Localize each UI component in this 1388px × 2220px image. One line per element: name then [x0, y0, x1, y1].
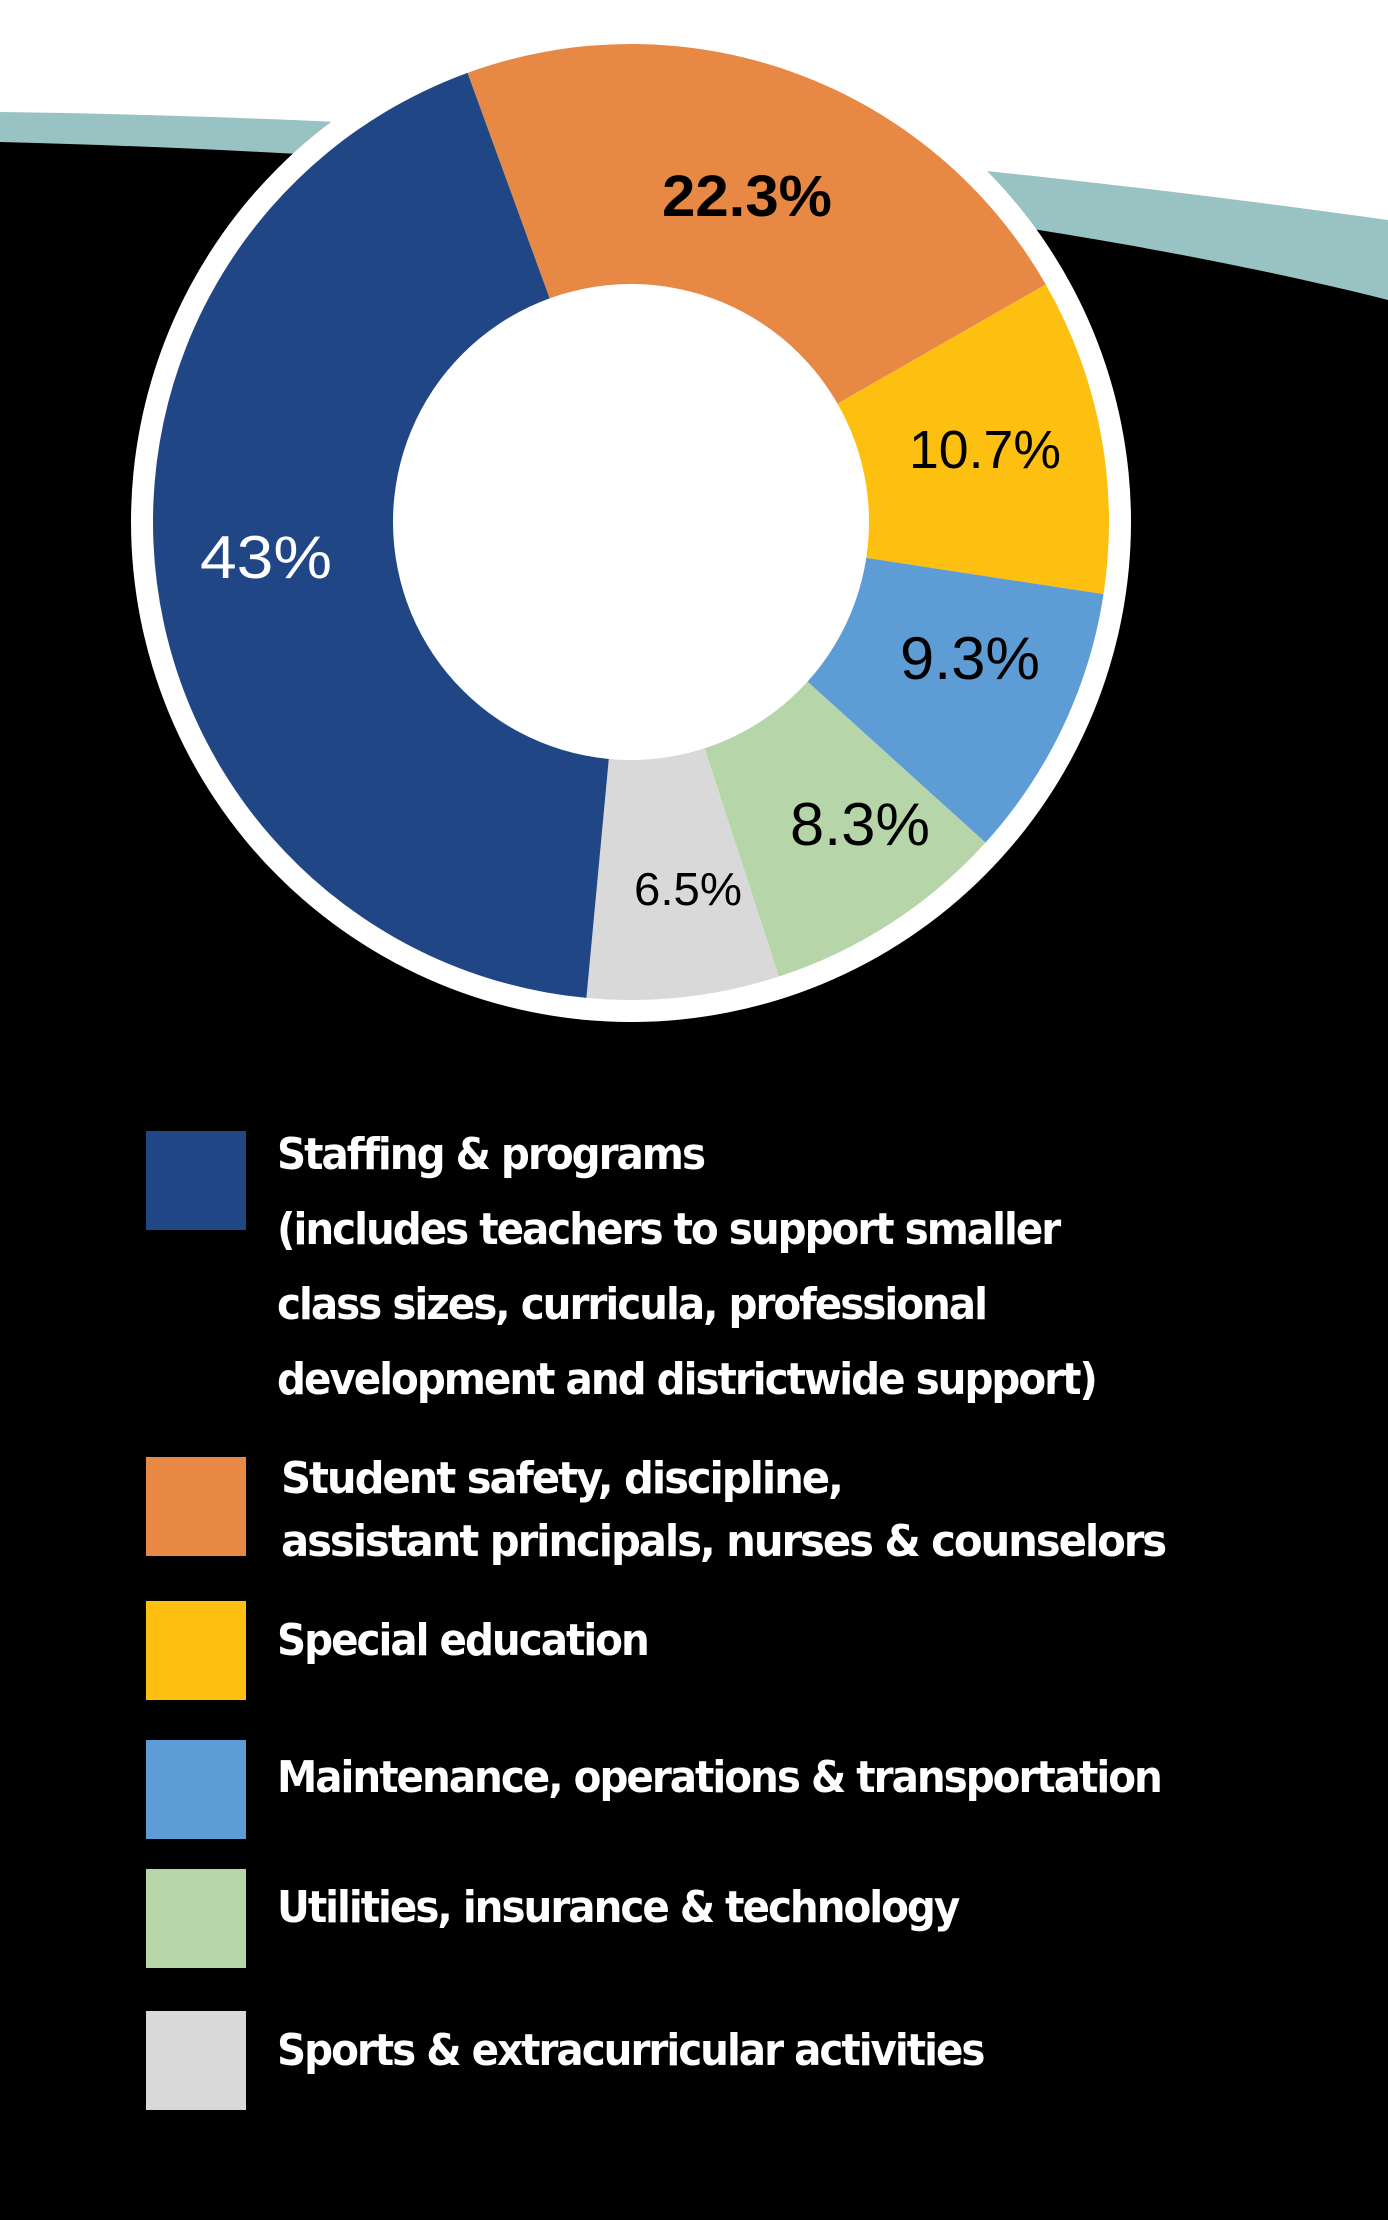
legend-label-maintenance: Maintenance, operations & transportation: [277, 1752, 1163, 1803]
slice-label-orange: 22.3%: [662, 164, 832, 229]
legend-swatch-special-education: [146, 1601, 246, 1700]
legend-label-staffing: Staffing & programs (includes teachers t…: [277, 1129, 1098, 1405]
slice-label-yellow: 10.7%: [909, 420, 1061, 480]
legend-label-utilities: Utilities, insurance & technology: [277, 1882, 960, 1933]
slice-label-lightblue: 9.3%: [900, 625, 1040, 692]
legend-swatch-staffing: [146, 1131, 246, 1230]
donut-slice-blue: [153, 72, 631, 998]
slice-label-green: 8.3%: [790, 791, 930, 858]
legend-swatch-student-safety: [146, 1457, 246, 1556]
donut-hole: [393, 284, 869, 760]
legend-label-special-education: Special education: [277, 1615, 650, 1666]
legend-swatch-utilities: [146, 1869, 246, 1968]
legend-swatch-sports: [146, 2011, 246, 2110]
legend-label-student-safety: Student safety, discipline, assistant pr…: [281, 1453, 1167, 1567]
chart-legend: Staffing & programs (includes teachers t…: [146, 0, 1388, 2220]
legend-swatch-maintenance: [146, 1740, 246, 1839]
slice-label-blue: 43%: [200, 524, 332, 591]
donut-chart: 22.3% 10.7% 9.3% 8.3% 6.5% 43%: [131, 22, 1131, 1022]
legend-label-sports: Sports & extracurricular activities: [277, 2025, 985, 2076]
slice-label-gray: 6.5%: [634, 863, 742, 915]
